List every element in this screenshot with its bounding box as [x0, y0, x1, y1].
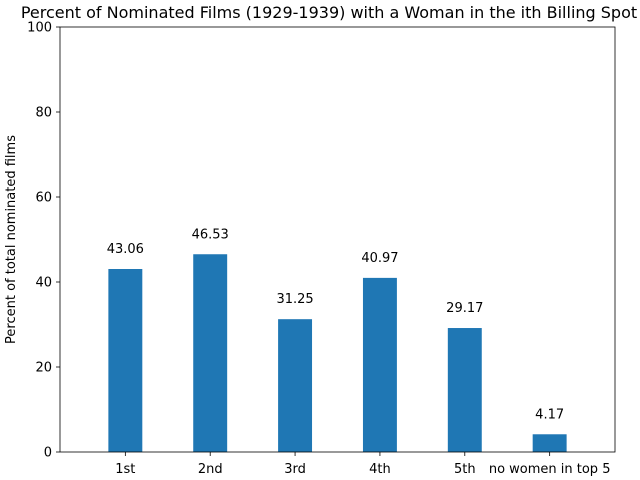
bar-value-label-4: 29.17: [446, 301, 483, 316]
bar-1: [193, 254, 228, 452]
plot-frame: [59, 26, 616, 453]
chart-title: Percent of Nominated Films (1929-1939) w…: [21, 3, 637, 22]
bar-2: [278, 319, 313, 452]
bar-0: [108, 269, 143, 452]
bar-4: [447, 328, 482, 452]
x-tick-label-5: no women in top 5: [489, 462, 611, 477]
bar-value-label-3: 40.97: [361, 251, 398, 266]
x-tick-label-2: 3rd: [284, 462, 306, 477]
y-tick-label-4: 80: [35, 106, 52, 121]
y-tick-label-0: 0: [44, 446, 52, 461]
y-tick-label-3: 60: [35, 191, 52, 206]
bar-value-label-2: 31.25: [276, 292, 313, 307]
bar-value-label-0: 43.06: [107, 242, 144, 257]
x-tick-label-0: 1st: [115, 462, 135, 477]
y-tick-label-5: 100: [27, 21, 52, 36]
y-tick-label-2: 40: [35, 276, 52, 291]
bar-value-label-5: 4.17: [535, 407, 564, 422]
bar-5: [532, 434, 567, 452]
y-tick-label-1: 20: [35, 361, 52, 376]
x-tick-label-4: 5th: [454, 462, 476, 477]
y-axis-label: Percent of total nominated films: [4, 135, 19, 344]
bars-layer: 43.06 46.53 31.25 40.97 29.17 4.17: [107, 227, 567, 452]
x-tick-label-1: 2nd: [198, 462, 223, 477]
x-tick-label-3: 4th: [369, 462, 391, 477]
axes-layer: 0 20 40 60 80 100 1st 2nd 3rd 4th 5th no women in t…: [27, 21, 616, 477]
bar-value-label-1: 46.53: [192, 227, 229, 242]
bar-3: [362, 277, 397, 452]
